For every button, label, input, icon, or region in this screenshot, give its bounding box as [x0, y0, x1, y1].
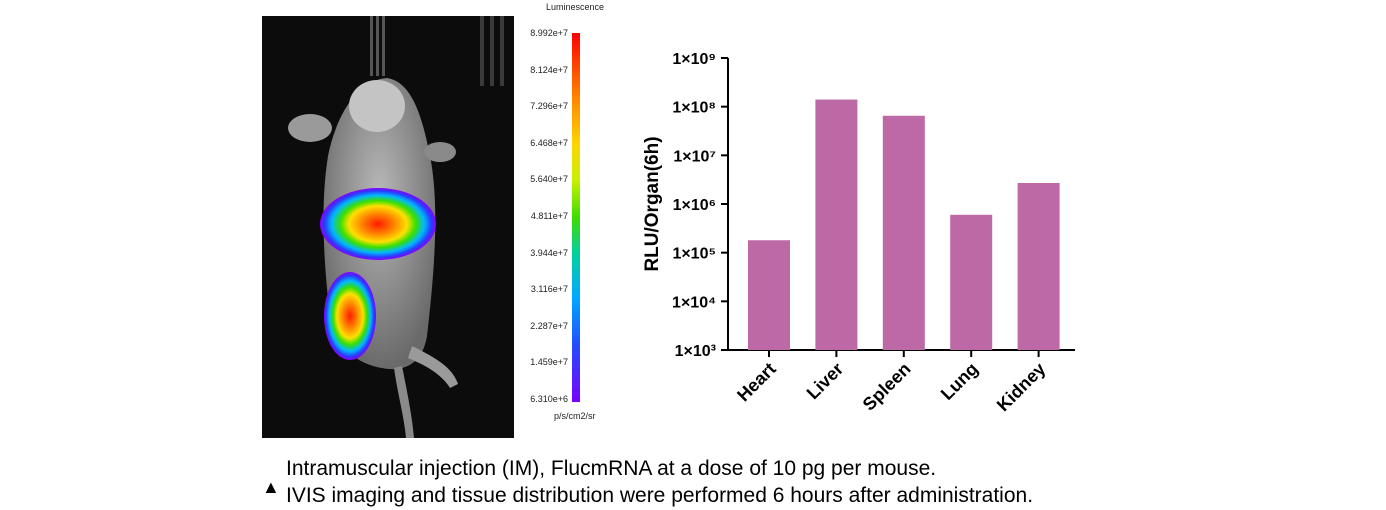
scale-tick-label: 7.296e+7 — [530, 101, 568, 112]
x-tick-label: Liver — [803, 359, 848, 404]
scale-tick-label: 8.124e+7 — [530, 64, 568, 75]
scale-tick-label: 6.468e+7 — [530, 137, 568, 148]
scale-tick-label: 1.459e+7 — [530, 357, 568, 368]
color-scale-bar — [572, 33, 580, 402]
caption-line-2: IVIS imaging and tissue distribution wer… — [286, 484, 1034, 507]
scale-tick-label: 3.116e+7 — [530, 284, 568, 295]
bar-spleen — [882, 115, 925, 351]
scale-tick-label: 3.944e+7 — [530, 247, 568, 258]
bar-kidney — [1017, 183, 1060, 350]
scale-unit: p/s/cm2/sr — [554, 411, 596, 421]
scale-tick-label: 6.310e+6 — [530, 394, 568, 404]
x-tick-label: Spleen — [859, 359, 915, 415]
bar-heart — [748, 240, 790, 350]
y-tick-label: 1×10⁷ — [673, 148, 716, 165]
triangle-up-icon: ▲ — [262, 477, 280, 497]
x-tick-label: Heart — [733, 359, 780, 406]
y-tick-label: 1×10⁶ — [673, 197, 716, 214]
bar-liver — [815, 99, 858, 350]
x-tick-label: Lung — [937, 359, 982, 404]
x-tick-label: Kidney — [993, 359, 1050, 416]
scale-tick-label: 5.640e+7 — [530, 174, 568, 185]
scale-tick-label: 8.992e+7 — [530, 28, 568, 38]
y-tick-label: 1×10⁹ — [672, 51, 716, 68]
bar-lung — [950, 214, 993, 350]
ivis-image — [262, 16, 514, 438]
scale-tick-label: 4.811e+7 — [530, 211, 568, 221]
bar-chart: 1×10³ 1×10⁴ 1×10⁵ 1×10⁶ 1×10⁷ 1×10⁸ 1×10⁹ RLU/O… — [630, 40, 1110, 450]
scale-tick-label: 2.287e+7 — [530, 320, 568, 331]
mouse-luminescence-image — [288, 16, 504, 438]
y-tick-label: 1×10⁵ — [672, 246, 716, 263]
y-tick-label: 1×10³ — [675, 343, 716, 360]
scale-title: Luminescence — [546, 2, 605, 12]
y-tick-label: 1×10⁴ — [672, 294, 716, 311]
luminescence-scale: Luminescence 8.992e+7 8.124e+7 7.296e+7 6.4… — [516, 0, 626, 430]
y-tick-label: 1×10⁸ — [672, 100, 716, 117]
caption-line-1: Intramuscular injection (IM), FlucmRNA a… — [286, 457, 937, 480]
y-axis-label: RLU/Organ(6h) — [642, 136, 663, 271]
